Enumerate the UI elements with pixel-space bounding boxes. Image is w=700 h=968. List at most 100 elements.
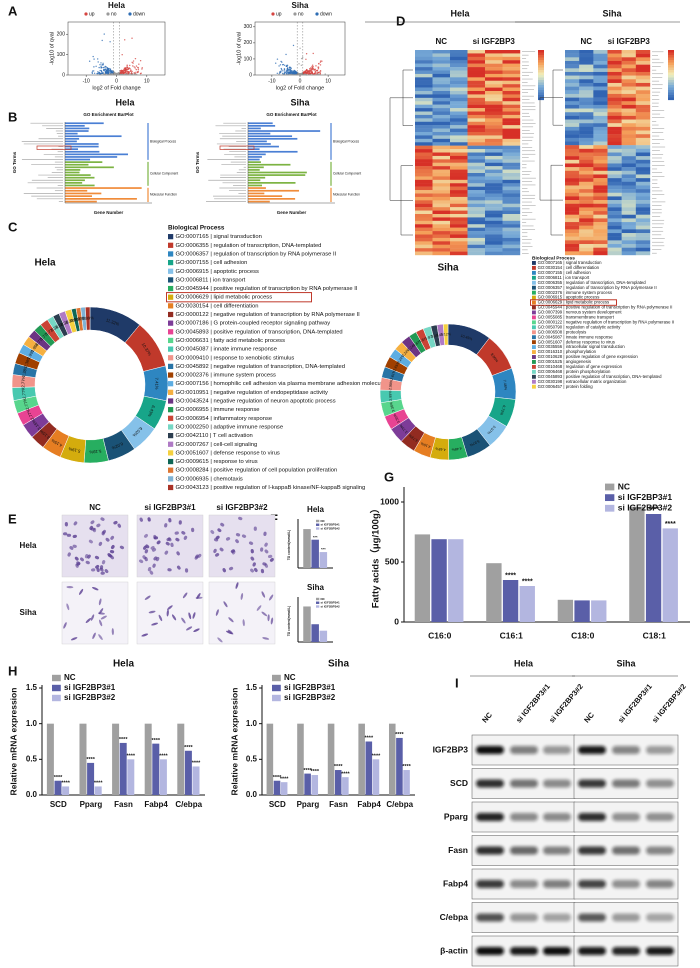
heatmap-cell [485, 149, 503, 153]
cell [63, 622, 67, 629]
volcano-point [101, 39, 103, 42]
legend-label: GO:0006357 | regulation of transcription… [538, 285, 657, 290]
cell [110, 535, 115, 540]
heatmap-cell [621, 152, 637, 157]
cell [94, 555, 100, 560]
cell [260, 547, 264, 552]
cell [113, 521, 118, 525]
heatmap-cell [467, 176, 486, 181]
y-tick-label: 1.0 [26, 719, 38, 728]
heatmap-cell [415, 251, 433, 256]
group-label: NC [580, 37, 592, 46]
heatmap-cell [635, 57, 651, 62]
segment-label: 1.12% [441, 332, 452, 336]
heatmap-cell [635, 137, 651, 142]
heatmap-cell [432, 97, 451, 102]
cell [226, 630, 233, 635]
legend-swatch [168, 484, 174, 491]
heatmap-cell [502, 94, 521, 99]
volcano-point [138, 63, 140, 65]
heatmap-cell [635, 203, 651, 208]
heatmap-cell [607, 97, 622, 102]
heatmap-cell [593, 101, 608, 106]
cell [80, 557, 84, 562]
heatmap-cell [579, 233, 594, 237]
bar [112, 723, 120, 795]
segment-label: 3.73% [399, 423, 409, 434]
legend-label: no [111, 11, 117, 17]
chart-title: Siha [307, 583, 324, 592]
heatmap-cell [502, 108, 521, 112]
heatmap-cell [467, 152, 486, 157]
heatmap-cell [565, 123, 580, 128]
cell [181, 617, 186, 624]
band [476, 813, 504, 821]
band [578, 746, 606, 754]
heatmap-cell [565, 222, 580, 226]
heatmap-cell [565, 211, 580, 215]
heatmap-cell [621, 211, 637, 215]
panel-label: I [455, 675, 459, 690]
heatmap-cell [621, 130, 637, 135]
volcano-point [309, 70, 312, 73]
heatmap-cell [579, 126, 594, 131]
heatmap-cell [467, 234, 486, 239]
heatmap-cell [485, 234, 503, 239]
cell [270, 617, 274, 625]
heatmap-cell [635, 71, 651, 76]
segment-label: 2.24% [396, 353, 406, 364]
bar [94, 786, 102, 795]
volcano-point [280, 60, 282, 63]
significance-label: **** [184, 745, 193, 751]
go-bar [65, 200, 97, 203]
chart-title: Hela [307, 505, 324, 514]
heatmap-cell [593, 79, 608, 84]
volcano-point [310, 70, 313, 73]
heatmap-cell [415, 155, 433, 160]
band [476, 913, 504, 922]
heatmap-cell [467, 145, 486, 150]
go-bar [65, 130, 89, 132]
volcano-point [107, 67, 109, 70]
heatmap-cell [635, 93, 651, 98]
volcano-point [293, 69, 295, 72]
volcano-point [289, 70, 292, 72]
heatmap-cell [593, 141, 608, 146]
heatmap-cell [635, 236, 651, 241]
micrograph [208, 514, 276, 578]
heatmap-cell [635, 174, 651, 179]
heatmap-cell [565, 178, 580, 182]
colorbar [538, 50, 544, 53]
heatmap-cell [485, 152, 503, 157]
bar [662, 528, 678, 622]
heatmap-cell [485, 97, 503, 102]
heatmap-cell [450, 162, 468, 167]
group-label: Biological Process [150, 139, 176, 143]
volcano-point [304, 70, 306, 73]
legend-label: GO:0030198 | extracellular matrix organi… [538, 379, 627, 384]
y-tick-label: 0 [249, 72, 252, 78]
heatmap-cell [415, 179, 433, 184]
heatmap-cell [579, 79, 594, 84]
x-tick-label: Pparg [80, 800, 103, 809]
bar [448, 539, 464, 622]
heatmap-cell [621, 71, 637, 76]
heatmap-cell [450, 220, 468, 225]
legend-label: GO:0006631 | fatty acid metabolic proces… [176, 338, 286, 344]
heatmap-cell [607, 192, 622, 197]
heatmap-cell [485, 193, 503, 198]
go-bar [65, 189, 88, 192]
heatmap-cell [565, 71, 580, 76]
heatmap-cell [450, 149, 468, 153]
legend-label: GO:0006915 | apoptotic process [538, 295, 600, 300]
go-bar [65, 148, 79, 151]
legend-label: GO:0007156 | homophilic cell adhesion vi… [176, 381, 381, 387]
legend-swatch [316, 605, 320, 608]
heatmap-cell [565, 57, 580, 62]
colorbar [668, 85, 674, 88]
heatmap-cell [607, 75, 622, 80]
heatmap-cell [467, 214, 486, 218]
cell [235, 533, 241, 537]
legend-swatch [168, 337, 174, 344]
legend-swatch [168, 389, 174, 395]
